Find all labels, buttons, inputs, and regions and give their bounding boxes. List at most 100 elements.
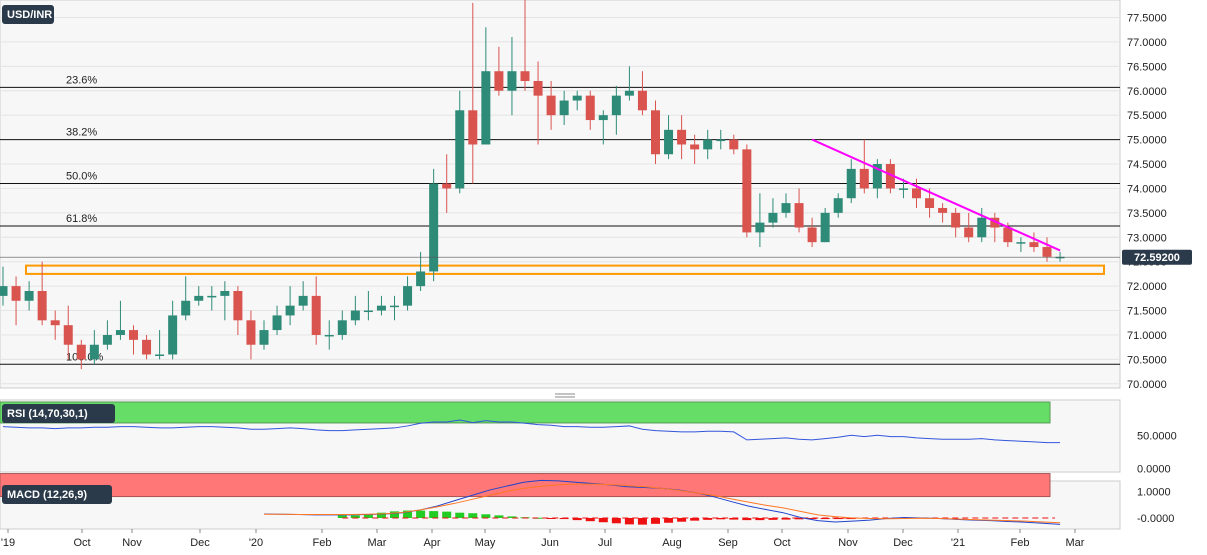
- candle: [337, 310, 347, 340]
- candle: [246, 310, 256, 360]
- candle-body: [572, 95, 582, 101]
- candle: [481, 27, 491, 145]
- rsi-overbought-band: [0, 401, 1051, 424]
- candle-body: [50, 320, 60, 326]
- candle-body: [390, 305, 399, 308]
- rsi-line: [2, 419, 1061, 444]
- candle-body: [194, 295, 204, 301]
- candle: [63, 305, 73, 360]
- candle: [559, 90, 569, 125]
- candle-body: [37, 291, 47, 321]
- fib-level-label: 38.2%: [66, 127, 97, 139]
- candle: [429, 168, 439, 282]
- candle-body: [233, 291, 243, 321]
- candle-body: [833, 198, 843, 213]
- candle: [637, 71, 647, 116]
- time-tick-label: May: [475, 537, 496, 549]
- candle-body: [403, 286, 413, 306]
- resistance-trend-line[interactable]: [811, 138, 1061, 252]
- macd-histogram-bar: [651, 518, 660, 524]
- candle: [833, 193, 843, 218]
- candle-body: [520, 71, 530, 81]
- candle: [781, 193, 791, 218]
- candle-body: [468, 110, 478, 145]
- time-axis: '19 Oct Nov Dec '20 Feb Mar Apr May Jun Jul Aug Sep O…: [1, 529, 1085, 549]
- candle-body: [11, 286, 21, 301]
- candle-body: [1042, 247, 1052, 257]
- candle: [768, 198, 778, 228]
- macd-histogram-bar: [598, 518, 608, 523]
- symbol-title-tag[interactable]: USD/INR: [2, 5, 54, 24]
- time-tick-label: Oct: [773, 537, 790, 549]
- macd-histogram-bar: [820, 518, 830, 520]
- rsi-title-tag[interactable]: RSI (14,70,30,1): [2, 404, 115, 423]
- pane-splitter-handle[interactable]: [555, 393, 575, 398]
- candle-body: [311, 295, 321, 335]
- fib-level-label: 61.8%: [66, 213, 97, 225]
- price-tick-label: 74.0000: [1127, 183, 1167, 195]
- candle-body: [755, 222, 765, 233]
- support-zone-box[interactable]: [25, 264, 1105, 275]
- rsi-title: RSI (14,70,30,1): [7, 408, 88, 420]
- current-price-tag: 72.59200: [0, 249, 1192, 265]
- macd-histogram-bar: [468, 513, 478, 518]
- candle-body: [781, 203, 791, 213]
- macd-histogram-bar: [350, 515, 360, 518]
- macd-title-tag[interactable]: MACD (12,26,9): [2, 485, 112, 504]
- candle-body: [820, 212, 830, 243]
- candle: [520, 0, 530, 91]
- candle: [1016, 237, 1026, 252]
- candle-body: [1055, 256, 1065, 259]
- time-tick-label: Dec: [893, 537, 913, 549]
- candle: [233, 286, 243, 335]
- candle-body: [559, 100, 569, 116]
- candle-body: [102, 334, 112, 345]
- candle: [142, 334, 152, 360]
- macd-histogram-bar: [611, 518, 621, 524]
- candle: [272, 305, 282, 335]
- candle: [794, 188, 804, 233]
- candle-body: [637, 90, 647, 111]
- candle-body: [155, 354, 165, 356]
- macd-histogram-bar: [624, 518, 634, 525]
- price-tick-label: 74.5000: [1127, 159, 1167, 171]
- candle-body: [716, 139, 726, 142]
- price-tick-label: 72.0000: [1127, 281, 1167, 293]
- macd-signal-line: [264, 483, 1061, 524]
- candle: [664, 115, 674, 160]
- candle: [755, 193, 765, 248]
- candle-body: [168, 315, 178, 355]
- macd-histogram-bar: [429, 511, 439, 518]
- price-tick-label: 76.0000: [1127, 86, 1167, 98]
- macd-histogram-bar: [455, 512, 465, 518]
- time-tick-label: Sep: [718, 537, 738, 549]
- candle: [390, 295, 399, 321]
- candle: [76, 339, 86, 370]
- candle: [885, 159, 895, 194]
- candle: [115, 300, 125, 340]
- candle: [690, 134, 700, 165]
- candle: [376, 295, 386, 316]
- candle: [964, 212, 974, 243]
- time-tick-label: '20: [249, 537, 263, 549]
- fib-level-label: 23.6%: [66, 74, 97, 86]
- candle: [533, 61, 543, 145]
- price-pane: [0, 0, 1121, 389]
- candle-body: [416, 271, 426, 287]
- candle-body: [337, 320, 347, 335]
- macd-histogram-bar: [716, 518, 726, 520]
- candle-body: [925, 198, 935, 208]
- candle: [403, 276, 413, 311]
- candle-body: [807, 227, 817, 243]
- symbol-title: USD/INR: [7, 9, 52, 21]
- candle-body: [794, 203, 804, 228]
- candle-body: [977, 217, 987, 238]
- candle: [677, 115, 687, 160]
- macd-histogram-bar: [442, 511, 452, 518]
- macd-histogram-bar: [559, 518, 569, 520]
- candle: [507, 37, 517, 116]
- price-tick-label: 73.5000: [1127, 208, 1167, 220]
- price-tick-label: 75.5000: [1127, 110, 1167, 122]
- candle: [259, 320, 269, 350]
- candle: [298, 281, 308, 311]
